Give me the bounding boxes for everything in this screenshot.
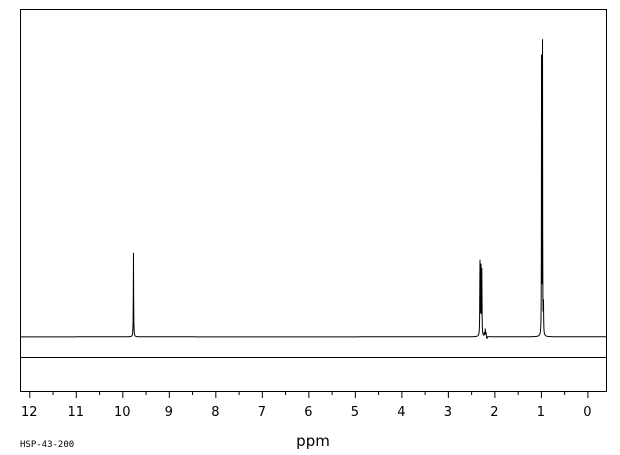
x-tick-label: 9 [165, 405, 173, 420]
x-tick-label: 0 [583, 405, 591, 420]
x-tick-label: 7 [258, 405, 266, 420]
x-tick-label: 11 [68, 405, 85, 420]
plot-frame [20, 9, 607, 392]
x-axis-ticks [29, 391, 589, 398]
x-tick-label: 2 [490, 405, 498, 420]
x-tick-label: 6 [304, 405, 312, 420]
x-axis-tick-labels: 12 11 10 9 8 7 6 5 4 3 2 1 0 [21, 405, 592, 420]
x-tick-label: 8 [211, 405, 219, 420]
x-axis-title: ppm [296, 432, 330, 450]
x-tick-label: 12 [21, 405, 38, 420]
spectrum-trace [20, 39, 606, 340]
x-tick-label: 1 [537, 405, 545, 420]
x-tick-label: 4 [397, 405, 405, 420]
footnote-label: HSP-43-200 [20, 440, 74, 450]
x-tick-label: 3 [444, 405, 452, 420]
x-tick-label: 10 [114, 405, 131, 420]
x-tick-label: 5 [351, 405, 359, 420]
